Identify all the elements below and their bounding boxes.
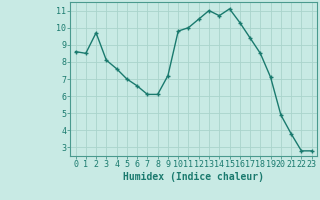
X-axis label: Humidex (Indice chaleur): Humidex (Indice chaleur) (123, 172, 264, 182)
